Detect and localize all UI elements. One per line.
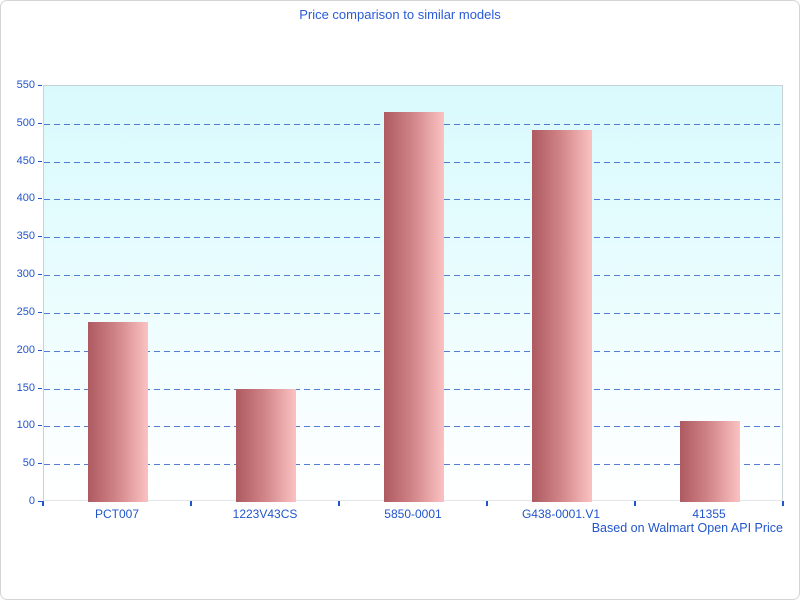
- y-tick-mark: [38, 161, 42, 162]
- x-category-label-PCT007: PCT007: [94, 507, 140, 521]
- y-tick-label-400: 400: [16, 192, 35, 205]
- y-tick-label-0: 0: [28, 495, 35, 507]
- bar-5850-0001: [384, 111, 444, 502]
- y-tick-mark: [38, 85, 42, 86]
- y-tick-label-350: 350: [16, 230, 35, 243]
- y-tick-mark: [38, 312, 42, 313]
- x-tick-mark: [190, 501, 192, 506]
- x-tick-mark: [634, 501, 636, 506]
- y-tick-mark: [38, 501, 42, 502]
- bar-1223V43CS: [236, 388, 296, 502]
- y-tick-mark: [38, 236, 42, 237]
- x-tick-mark: [486, 501, 488, 506]
- x-tick-mark: [782, 501, 784, 506]
- y-tick-label-500: 500: [16, 116, 35, 129]
- bar-PCT007: [88, 322, 148, 502]
- chart-title: Price comparison to similar models: [299, 7, 501, 22]
- x-category-label-41355: 41355: [692, 507, 726, 521]
- y-tick-label-250: 250: [16, 305, 35, 318]
- y-tick-mark: [38, 198, 42, 199]
- y-tick-mark: [38, 388, 42, 389]
- y-tick-mark: [38, 274, 42, 275]
- y-tick-label-100: 100: [16, 419, 35, 432]
- y-tick-mark: [38, 463, 42, 464]
- y-tick-label-300: 300: [16, 268, 35, 281]
- bar-41355: [680, 421, 740, 502]
- x-category-label-5850-0001: 5850-0001: [384, 507, 442, 521]
- y-tick-label-200: 200: [16, 343, 35, 356]
- x-category-label-G438-0001.V1: G438-0001.V1: [521, 507, 601, 521]
- y-tick-mark: [38, 425, 42, 426]
- chart-footnote: Based on Walmart Open API Price: [591, 521, 783, 535]
- y-tick-label-50: 50: [22, 457, 35, 470]
- y-tick-mark: [38, 123, 42, 124]
- y-tick-label-450: 450: [16, 154, 35, 167]
- x-tick-mark: [42, 501, 44, 506]
- x-category-label-1223V43CS: 1223V43CS: [232, 507, 298, 521]
- y-tick-label-150: 150: [16, 381, 35, 394]
- bar-G438-0001.V1: [532, 129, 592, 502]
- plot-area: [43, 85, 783, 502]
- y-tick-label-550: 550: [16, 79, 35, 91]
- x-tick-mark: [338, 501, 340, 506]
- y-tick-mark: [38, 350, 42, 351]
